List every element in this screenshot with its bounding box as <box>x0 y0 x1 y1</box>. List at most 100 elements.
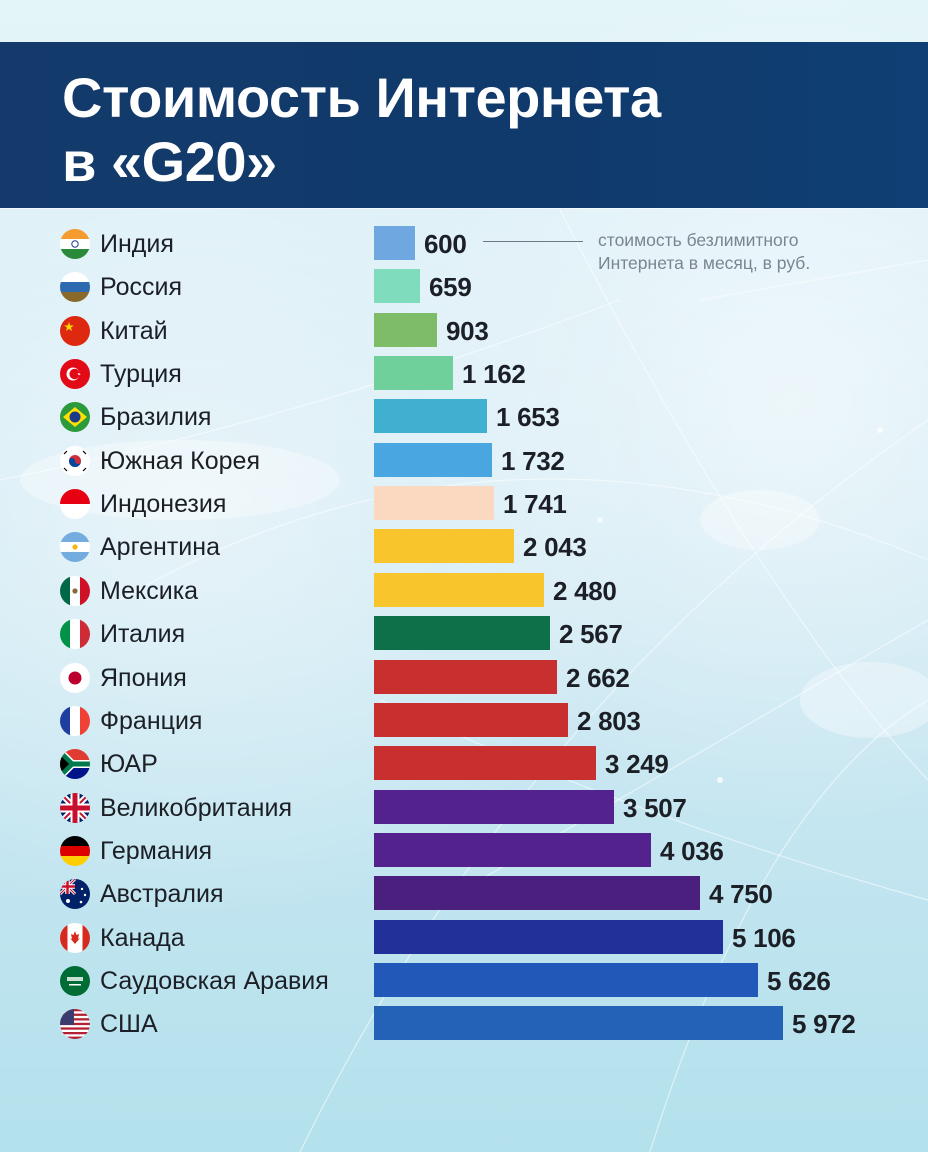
page-title: Стоимость Интернета в «G20» <box>62 66 661 194</box>
country-label: Великобритания <box>100 793 292 822</box>
value-bar <box>374 442 492 477</box>
italy-flag-icon <box>60 619 90 650</box>
country-label: Бразилия <box>100 403 212 432</box>
chart-row: Россия 659 <box>0 269 928 305</box>
value-label: 903 <box>446 315 489 346</box>
country-label: США <box>100 1010 158 1039</box>
chart-row: США 5 972 <box>0 1006 928 1042</box>
chart-row: Франция 2 803 <box>0 702 928 739</box>
value-bar <box>374 226 415 260</box>
japan-flag-icon <box>60 662 90 693</box>
chart-row: Индонезия 1 741 <box>0 486 928 522</box>
argentina-flag-icon <box>60 532 90 563</box>
value-label: 2 043 <box>523 532 587 563</box>
country-label: Мексика <box>100 576 199 605</box>
value-bar <box>374 746 596 781</box>
legend-line-2: Интернета в месяц, в руб. <box>598 253 811 273</box>
chart-row: Мексика 2 480 <box>0 572 928 609</box>
chart-row: Китай 903 <box>0 312 928 349</box>
value-bar <box>374 789 614 824</box>
value-label: 659 <box>429 272 472 303</box>
australia-flag-icon <box>60 879 90 910</box>
value-label: 2 803 <box>577 705 641 736</box>
value-bar <box>374 1006 783 1041</box>
value-label: 5 106 <box>732 922 796 953</box>
country-label: Индия <box>100 230 174 258</box>
value-label: 3 507 <box>623 792 687 823</box>
legend-connector-line <box>483 241 583 242</box>
chart-row: Германия 4 036 <box>0 832 928 869</box>
value-bar <box>374 572 544 607</box>
country-label: Турция <box>100 360 182 389</box>
value-bar <box>374 399 487 434</box>
legend-annotation: стоимость безлимитного Интернета в месяц… <box>598 229 888 275</box>
value-label: 3 249 <box>605 749 669 780</box>
value-label: 2 662 <box>566 662 630 693</box>
value-bar <box>374 269 420 304</box>
chart-row: ЮАР 3 249 <box>0 746 928 782</box>
value-bar <box>374 919 723 954</box>
china-flag-icon <box>60 315 90 346</box>
germany-flag-icon <box>60 835 90 866</box>
value-label: 4 750 <box>709 879 773 910</box>
value-label: 600 <box>424 229 467 259</box>
brazil-flag-icon <box>60 402 90 433</box>
title-banner <box>0 42 928 208</box>
value-label: 1 162 <box>462 359 526 390</box>
value-label: 4 036 <box>660 835 724 866</box>
country-label: ЮАР <box>100 750 158 779</box>
country-label: Индонезия <box>100 490 227 519</box>
chart-row: Саудовская Аравия 5 626 <box>0 962 928 999</box>
value-bar <box>374 486 494 521</box>
value-bar <box>374 659 557 694</box>
chart-row: Канада 5 106 <box>0 919 928 956</box>
canada-flag-icon <box>60 922 90 953</box>
mexico-flag-icon <box>60 575 90 606</box>
india-flag-icon <box>60 229 90 259</box>
country-label: Австралия <box>100 880 224 909</box>
country-label: Россия <box>100 273 182 302</box>
uk-flag-icon <box>60 792 90 823</box>
legend-line-1: стоимость безлимитного <box>598 230 799 250</box>
value-label: 1 732 <box>501 445 565 476</box>
chart-row: Великобритания 3 507 <box>0 789 928 826</box>
chart-row: Индия 600 <box>0 226 928 262</box>
value-label: 2 480 <box>553 575 617 606</box>
country-label: Франция <box>100 706 203 735</box>
country-label: Германия <box>100 836 213 865</box>
value-label: 2 567 <box>559 619 623 650</box>
turkey-flag-icon <box>60 359 90 390</box>
value-bar <box>374 832 651 867</box>
chart-row: Бразилия 1 653 <box>0 399 928 435</box>
value-label: 5 626 <box>767 965 831 996</box>
usa-flag-icon <box>60 1009 90 1040</box>
value-bar <box>374 529 514 564</box>
value-label: 1 653 <box>496 402 560 433</box>
title-line-2: в «G20» <box>62 130 277 193</box>
country-label: Китай <box>100 316 168 345</box>
country-label: Япония <box>100 663 187 692</box>
chart-row: Аргентина 2 043 <box>0 529 928 565</box>
value-bar <box>374 356 453 391</box>
chart-row: Италия 2 567 <box>0 616 928 652</box>
value-label: 1 741 <box>503 489 567 520</box>
value-bar <box>374 702 568 737</box>
south-korea-flag-icon <box>60 445 90 476</box>
value-bar <box>374 312 437 347</box>
chart-row: Турция 1 162 <box>0 356 928 392</box>
title-line-1: Стоимость Интернета <box>62 66 661 129</box>
value-bar <box>374 616 550 651</box>
value-bar <box>374 876 700 911</box>
country-label: Саудовская Аравия <box>100 966 329 995</box>
russia-flag-icon <box>60 272 90 303</box>
saudi-arabia-flag-icon <box>60 965 90 996</box>
chart-row: Япония 2 662 <box>0 659 928 696</box>
value-label: 5 972 <box>792 1009 856 1040</box>
france-flag-icon <box>60 705 90 736</box>
value-bar <box>374 962 758 997</box>
country-label: Южная Корея <box>100 446 260 475</box>
country-label: Аргентина <box>100 533 220 562</box>
country-label: Италия <box>100 620 186 649</box>
indonesia-flag-icon <box>60 489 90 520</box>
chart-row: Австралия 4 750 <box>0 876 928 912</box>
